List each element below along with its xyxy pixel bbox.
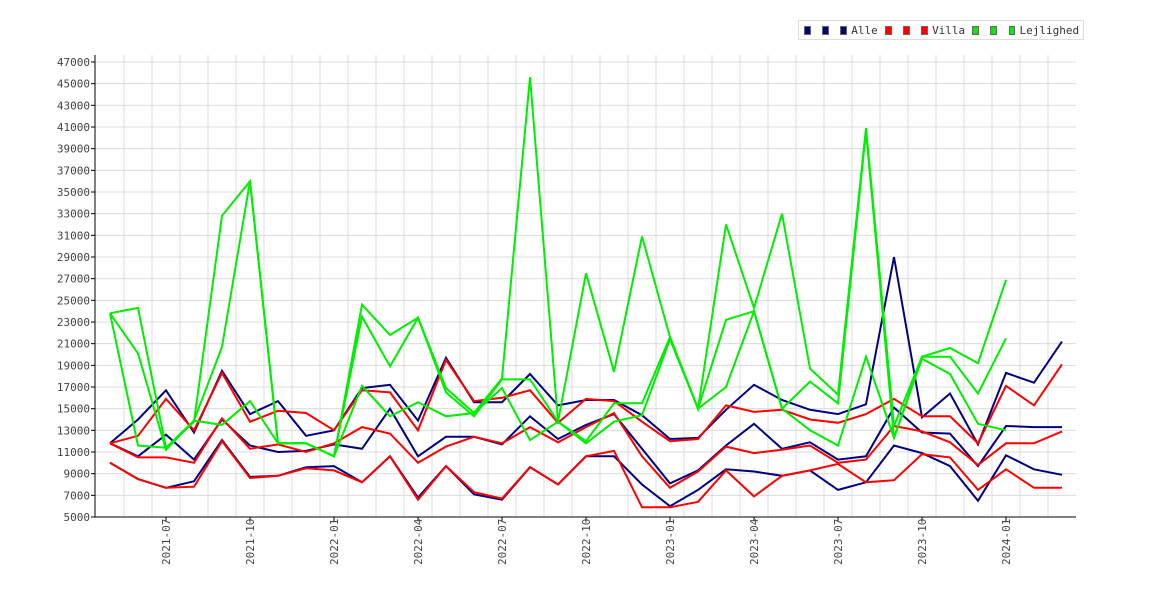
legend-swatch [804, 25, 811, 35]
grid [95, 55, 1076, 518]
y-tick-label: 9000 [64, 468, 91, 481]
y-tick-label: 31000 [57, 229, 90, 242]
x-tick-label: 2023-10 [916, 519, 929, 565]
x-tick-label: 2021-07 [160, 519, 173, 565]
legend-swatch [822, 25, 830, 35]
x-tick-label: 2023-07 [832, 519, 845, 565]
legend-swatch [840, 25, 848, 35]
y-tick-label: 47000 [57, 56, 90, 69]
x-tick-label: 2022-01 [328, 519, 341, 565]
y-tick-label: 25000 [57, 294, 90, 307]
x-tick-label: 2021-10 [244, 519, 257, 565]
legend-swatch [921, 25, 929, 35]
series-line-alle-max [109, 256, 1063, 447]
legend-swatch [1008, 25, 1016, 35]
legend-label: Villa [932, 23, 966, 37]
y-tick-label: 17000 [57, 381, 90, 394]
series-lines [109, 77, 1063, 509]
y-tick-label: 15000 [57, 403, 90, 416]
x-axis-ticks: 2021-07 2021-10 2022-01 2022-04 2022-07 2022-… [160, 517, 1013, 565]
x-tick-label: 2022-07 [496, 519, 509, 565]
y-tick-label: 45000 [57, 78, 90, 91]
legend-swatch [972, 25, 980, 35]
x-tick-label: 2022-10 [580, 519, 593, 565]
y-axis-ticks: 5000 7000 9000 11000 13000 15000 17000 19000 210… [57, 56, 95, 524]
y-tick-label: 11000 [57, 446, 90, 459]
x-tick-label: 2022-04 [412, 518, 425, 565]
series-line-villa-min [109, 439, 1062, 509]
series-line-lejlighed-max [109, 77, 1007, 458]
y-tick-label: 37000 [57, 164, 90, 177]
y-tick-label: 23000 [57, 316, 90, 329]
y-tick-label: 29000 [57, 251, 90, 264]
y-tick-label: 35000 [57, 186, 90, 199]
y-tick-label: 41000 [57, 121, 90, 134]
legend: Alle Villa Lejlighed [798, 20, 1084, 40]
legend-swatch [990, 25, 998, 35]
y-tick-label: 7000 [64, 489, 91, 502]
series-line-alle-mid [109, 406, 1062, 485]
y-tick-label: 21000 [57, 338, 90, 351]
y-tick-label: 33000 [57, 208, 90, 221]
y-tick-label: 19000 [57, 359, 90, 372]
legend-swatch [902, 25, 910, 35]
series-line-alle-min [109, 438, 1063, 508]
y-tick-label: 27000 [57, 273, 90, 286]
y-tick-label: 43000 [57, 99, 90, 112]
x-tick-label: 2024-01 [1000, 519, 1013, 565]
y-tick-label: 39000 [57, 143, 90, 156]
legend-label: Alle [851, 23, 878, 37]
x-tick-label: 2023-01 [664, 519, 677, 565]
x-tick-label: 2023-04 [748, 518, 761, 565]
legend-label: Lejlighed [1019, 23, 1080, 37]
y-tick-label: 5000 [64, 511, 91, 524]
series-line-lejlighed-min [109, 307, 1007, 458]
y-tick-label: 13000 [57, 424, 90, 437]
legend-swatch [884, 25, 892, 35]
